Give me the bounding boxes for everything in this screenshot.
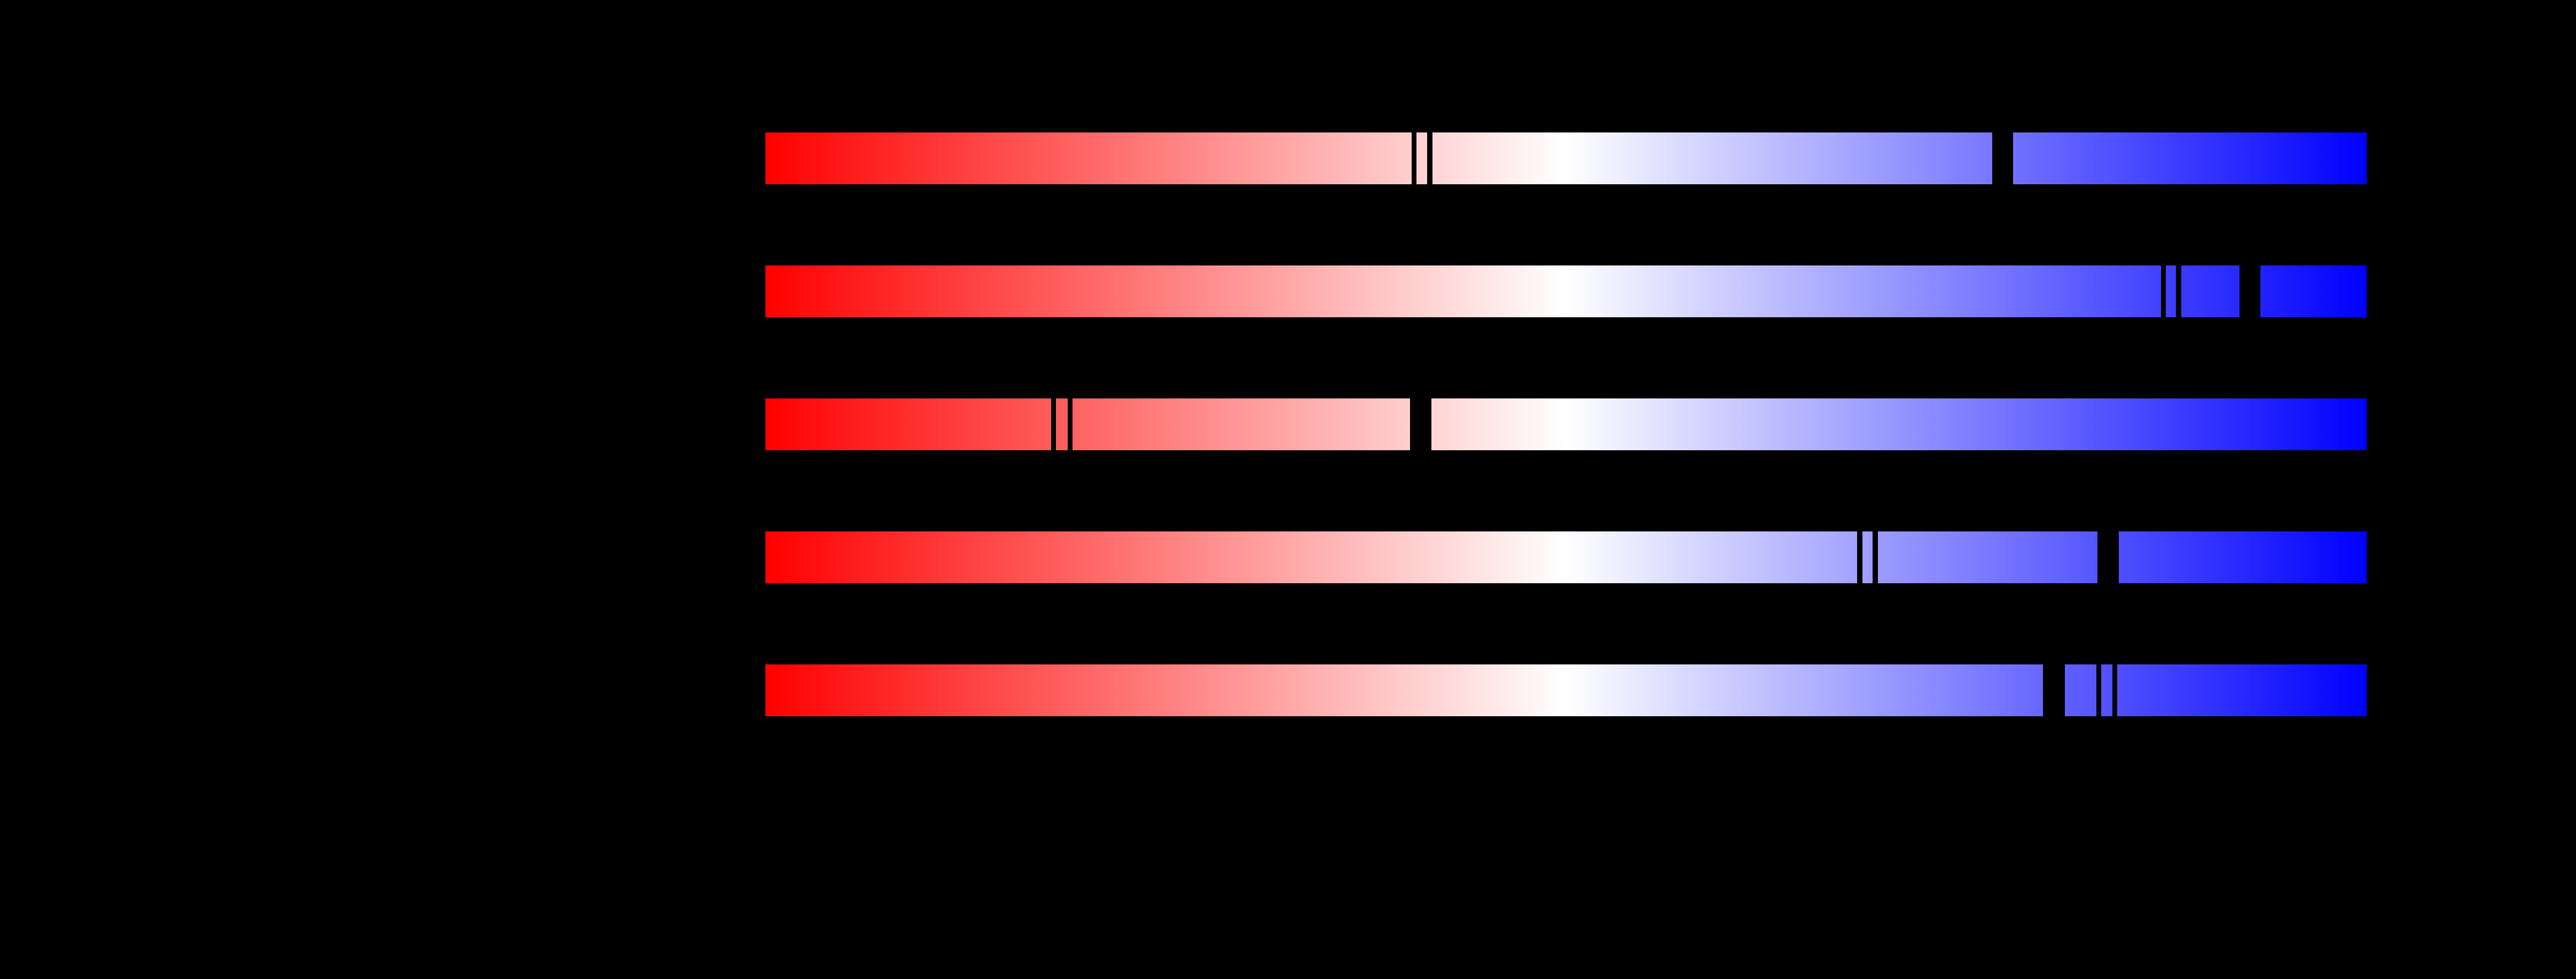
gradient-strip-2 bbox=[765, 265, 2367, 317]
marker-tick bbox=[1412, 132, 1416, 184]
marker-tick bbox=[1410, 398, 1431, 450]
gradient-strip-1 bbox=[765, 132, 2367, 184]
marker-tick bbox=[2161, 265, 2166, 317]
marker-tick bbox=[1873, 531, 1878, 583]
marker-tick bbox=[2096, 664, 2101, 716]
marker-tick bbox=[1992, 132, 2013, 184]
marker-tick bbox=[2112, 664, 2117, 716]
marker-tick bbox=[2176, 265, 2181, 317]
marker-tick bbox=[2043, 664, 2065, 716]
marker-tick bbox=[2097, 531, 2119, 583]
gradient-strip-3 bbox=[765, 398, 2367, 450]
gradient-strip-5 bbox=[765, 664, 2367, 716]
gradient-strip-4 bbox=[765, 531, 2367, 583]
marker-tick bbox=[2240, 265, 2260, 317]
marker-tick bbox=[1068, 398, 1072, 450]
marker-tick bbox=[1051, 398, 1056, 450]
marker-tick bbox=[1427, 132, 1432, 184]
marker-tick bbox=[1857, 531, 1862, 583]
